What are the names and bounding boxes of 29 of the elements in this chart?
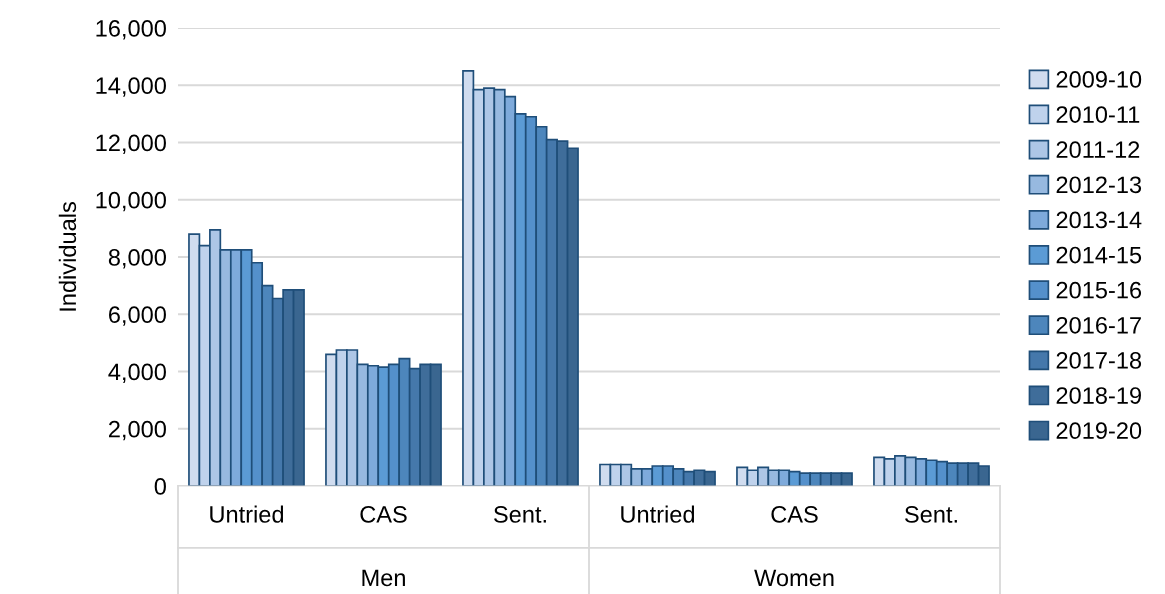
x-tick-label: CAS	[360, 506, 407, 523]
text: Men	[362, 569, 405, 587]
legend-label: 2011-12	[1056, 141, 1140, 159]
legend-label: 2019-20	[1056, 422, 1142, 440]
x-tick-label: Sent.	[494, 506, 546, 523]
y-axis-title: Individuals	[58, 202, 77, 311]
legend-label: 2010-11	[1056, 106, 1140, 123]
y-tick-label: 10,000	[96, 191, 166, 212]
y-tick-label: 2,000	[109, 420, 166, 441]
legend-label: 2015-16	[1056, 281, 1142, 299]
text: Women	[754, 569, 834, 587]
legend-label: 2009-10	[1056, 71, 1142, 88]
y-tick-label: 4,000	[108, 363, 166, 384]
legend-label: 2017-18	[1056, 352, 1142, 369]
y-tick-label: 0	[154, 478, 166, 495]
x-tick-label: Untried	[210, 505, 284, 523]
legend-label: 2012-13	[1056, 176, 1142, 194]
y-tick-label: 12,000	[96, 134, 166, 155]
legend-label: 2013-14	[1056, 211, 1142, 229]
legend-label: 2018-19	[1056, 387, 1141, 404]
legend-label: 2016-17	[1056, 316, 1141, 334]
y-tick-label: 14,000	[96, 77, 166, 97]
y-tick-label: 6,000	[109, 306, 166, 326]
y-tick-label: 16,000	[96, 20, 166, 40]
x-tick-label: Untried	[621, 505, 695, 523]
x-tick-label: Sent.	[905, 506, 957, 523]
y-tick-label: 8,000	[108, 249, 166, 269]
x-tick-label: CAS	[771, 506, 818, 523]
legend-label: 2014-15	[1056, 246, 1142, 264]
